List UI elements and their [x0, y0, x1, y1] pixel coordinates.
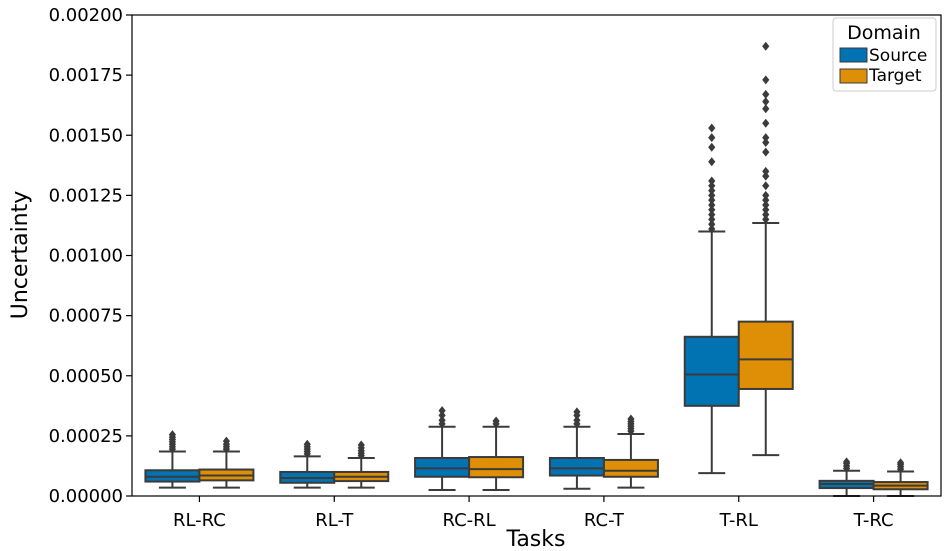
outlier-point [708, 157, 716, 167]
plot-layer [144, 41, 929, 497]
outlier-point [762, 205, 770, 215]
iqr-box [548, 457, 605, 477]
iqr-box [683, 335, 740, 407]
outlier-point [762, 104, 770, 114]
outlier-point [708, 219, 716, 229]
outlier-point [708, 186, 716, 196]
outlier-point [303, 439, 311, 449]
outlier-point [438, 415, 446, 425]
y-tick-label: 0.00050 [49, 366, 123, 387]
y-tick-label: 0.00125 [49, 185, 123, 206]
outlier-point [168, 430, 177, 440]
outlier-point [708, 210, 716, 220]
outlier-point [708, 123, 716, 133]
outlier-point [762, 137, 770, 147]
outlier-point [708, 190, 716, 200]
outlier-point [438, 410, 446, 420]
legend-label-target: Target [868, 66, 922, 86]
outlier-point [708, 205, 716, 215]
outlier-point [896, 458, 905, 468]
y-tick-label: 0.00200 [49, 5, 123, 26]
box-source-rc-t [548, 407, 605, 490]
outlier-point [222, 436, 231, 446]
outlier-point [762, 118, 770, 128]
box-target-rl-t [333, 440, 390, 489]
outlier-point [492, 416, 500, 426]
outlier-point [762, 195, 770, 205]
x-axis: RL-RC RL-T RC-RL RC-T T-RL T-RC [173, 496, 894, 531]
outlier-point [762, 147, 770, 157]
outlier-point [708, 224, 716, 234]
box-source-rc-rl [414, 406, 471, 491]
outlier-point [762, 171, 770, 181]
x-tick-label: T-RL [719, 510, 758, 531]
x-axis-label: Tasks [506, 527, 566, 551]
iqr-box [737, 320, 794, 390]
legend-label-source: Source [869, 46, 927, 66]
box-target-rc-t [602, 414, 659, 489]
y-axis: 0.00000 0.00025 0.00050 0.00075 0.00100 0.001… [49, 5, 132, 507]
outlier-point [762, 181, 770, 191]
outlier-point [708, 195, 716, 205]
box-source-t-rc [818, 457, 875, 497]
y-tick-label: 0.00025 [49, 426, 123, 447]
box-source-t-rl [683, 123, 740, 475]
x-tick-label: RC-T [584, 510, 625, 531]
y-tick-label: 0.00175 [49, 65, 123, 86]
iqr-box [602, 458, 659, 478]
x-tick-label: RL-T [315, 510, 354, 531]
x-tick-label: T-RC [853, 510, 894, 531]
box-target-rc-rl [468, 416, 525, 491]
box-target-t-rc [872, 458, 929, 497]
outlier-point [762, 166, 770, 176]
outlier-point [762, 190, 770, 200]
outlier-point [762, 41, 770, 51]
legend-title: Domain [847, 22, 921, 44]
outlier-point [708, 176, 716, 186]
outlier-point [708, 181, 716, 191]
outlier-point [708, 142, 716, 152]
outlier-point [438, 406, 446, 416]
box-source-rl-rc [144, 430, 201, 489]
outlier-point [708, 200, 716, 210]
legend-swatch-source [839, 47, 868, 63]
outlier-point [357, 440, 365, 450]
legend: Domain Source Target [832, 17, 937, 92]
x-tick-label: RC-RL [442, 510, 495, 531]
outlier-point [762, 210, 770, 220]
outlier-point [627, 414, 635, 424]
outlier-point [708, 214, 716, 224]
y-tick-label: 0.00150 [49, 125, 123, 146]
iqr-box [468, 456, 525, 479]
y-tick-label: 0.00075 [49, 306, 123, 327]
plot-frame [131, 14, 942, 497]
outlier-point [762, 75, 770, 85]
outlier-point [842, 457, 851, 467]
outlier-point [573, 407, 581, 417]
y-tick-label: 0.00000 [49, 486, 123, 507]
box-target-t-rl [737, 41, 794, 457]
y-axis-label: Uncertainty [8, 191, 33, 320]
outlier-point [762, 214, 770, 224]
outlier-point [708, 133, 716, 143]
outlier-point [762, 97, 770, 107]
outlier-point [762, 200, 770, 210]
outlier-point [573, 415, 581, 425]
x-tick-label: RL-RC [173, 510, 226, 531]
box-source-rl-t [279, 439, 336, 489]
outlier-point [762, 89, 770, 99]
box-target-rl-rc [198, 436, 255, 489]
legend-swatch-target [839, 68, 868, 84]
outlier-point [762, 133, 770, 143]
y-tick-label: 0.00100 [49, 246, 123, 267]
